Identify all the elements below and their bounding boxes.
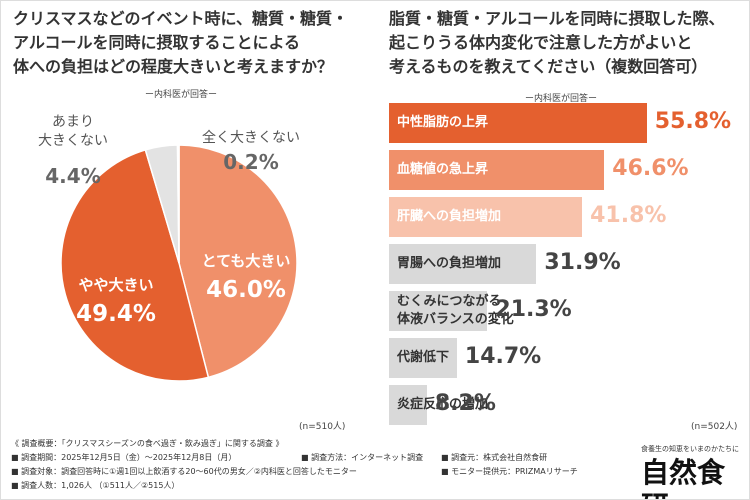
bar-category-label: 中性脂肪の上昇 — [397, 115, 489, 131]
pie-category-label: 全く大きくない — [202, 130, 300, 146]
bar-value-label: 46.6% — [612, 156, 689, 181]
bar-category-label: 代謝低下 — [397, 350, 450, 366]
pie-value-label: 0.2% — [223, 150, 279, 174]
bar — [389, 103, 647, 143]
pie-title: クリスマスなどのイベント時に、糖質・糖質・ アルコールを同時に摂取することによる… — [13, 9, 349, 76]
logo-tagline: 食養生の知恵をいまのかたちに — [641, 445, 739, 453]
bar — [389, 291, 488, 331]
footer-heading: 《 調査概要：「クリスマスシーズンの食べ過ぎ・飲み過ぎ」に関する調査 》 — [11, 439, 284, 448]
bar-value-label: 14.7% — [464, 344, 542, 369]
bar-title: 脂質・糖質・アルコールを同時に摂取した際、 起こりうる体内変化で注意した方がよい… — [389, 9, 725, 76]
bar-category-label: 胃腸への負担増加 — [397, 256, 502, 272]
pie-value-label: 4.4% — [45, 164, 101, 188]
pie-slice — [178, 144, 298, 379]
bar-value-label: 55.8% — [654, 109, 732, 134]
bar — [389, 150, 605, 190]
pie-note: (n=510人) — [299, 422, 346, 432]
footer-item: ■ 調査人数：1,026人 （①511人／②515人） — [11, 481, 180, 490]
pie-category-label: やや大きい — [78, 276, 154, 294]
pie-value-label: 49.4% — [76, 301, 156, 327]
bar-category-label: 肝臓への負担増加 — [397, 209, 502, 225]
logo-name: 自然食研 — [641, 456, 726, 499]
pie-category-label: とても大きい — [201, 252, 291, 270]
bar-value-label: 21.3% — [495, 297, 572, 322]
footer-item: ■ 調査対象：調査回答時に①週1回以上飲酒する20〜60代の男女／②内科医と回答… — [11, 467, 357, 476]
bar-category-label: 炎症反応の増加 — [397, 397, 489, 413]
footer-item: ■ 調査元：株式会社自然食研 — [441, 453, 548, 462]
footer-item: ■ 調査方法：インターネット調査 — [301, 453, 424, 462]
bar-category-label: 血糖値の急上昇 — [397, 162, 489, 178]
bar-value-label: 41.8% — [590, 203, 667, 228]
bar — [389, 197, 583, 237]
bar-subtitle: ー内科医が回答ー — [524, 94, 597, 104]
bar-category-label: むくみにつながる 体液バランスの変化 — [397, 294, 514, 327]
pie-value-label: 46.0% — [206, 277, 286, 303]
bar-value-label: 8.2% — [434, 391, 496, 416]
pie-slice — [176, 144, 180, 264]
pie-category-label: あまり 大きくない — [38, 114, 108, 149]
bar — [389, 244, 537, 284]
footer-item: ■ モニター提供元：PRIZMAリサーチ — [441, 467, 578, 476]
bar-value-label: 31.9% — [544, 250, 621, 275]
pie-subtitle: ー内科医が回答ー — [144, 90, 217, 100]
footer-item: ■ 調査期間：2025年12月5日（金）〜2025年12月8日（月） — [11, 453, 237, 462]
bar — [389, 338, 457, 378]
bar-note: (n=502人) — [691, 422, 738, 432]
bar — [389, 385, 427, 425]
pie-slice — [60, 148, 210, 382]
